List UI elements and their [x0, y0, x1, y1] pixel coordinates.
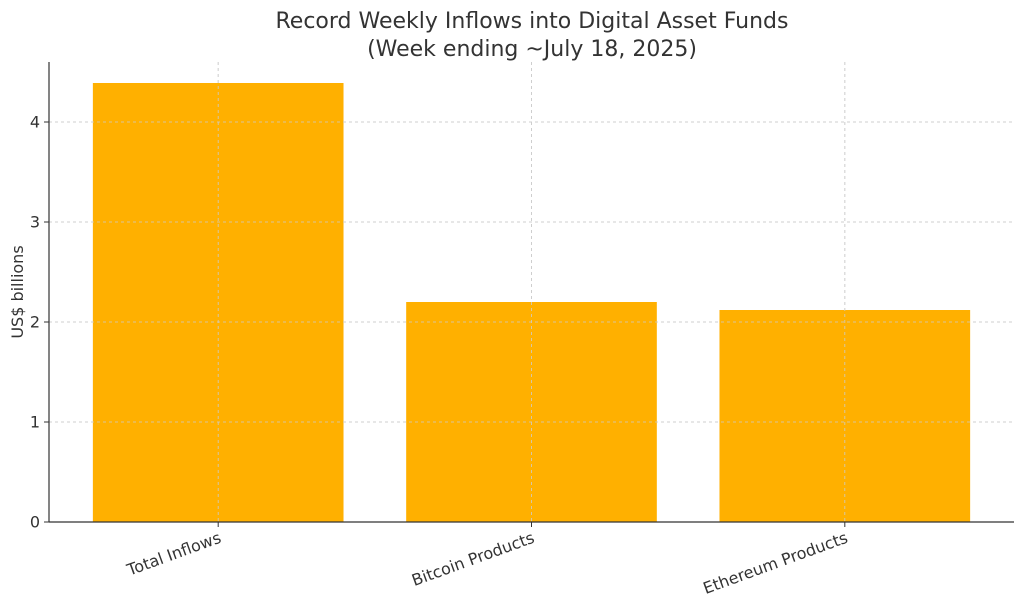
x-tick-label: Total Inflows: [123, 528, 223, 580]
y-axis-label: US$ billions: [8, 245, 27, 338]
x-ticks-layer: Total Inflows Bitcoin Products Ethereum Pr…: [123, 522, 850, 598]
x-tick-label: Ethereum Products: [701, 528, 851, 598]
y-tick-label: 3: [30, 213, 40, 232]
y-tick-label: 4: [30, 113, 40, 132]
chart-title-line2: (Week ending ~July 18, 2025): [367, 37, 697, 62]
y-ticks-layer: 0 1 2 3 4: [30, 113, 49, 532]
y-tick-label: 0: [30, 513, 40, 532]
chart-title-line1: Record Weekly Inflows into Digital Asset…: [276, 9, 789, 34]
x-tick-label: Bitcoin Products: [409, 528, 537, 590]
y-tick-label: 1: [30, 413, 40, 432]
y-tick-label: 2: [30, 313, 40, 332]
